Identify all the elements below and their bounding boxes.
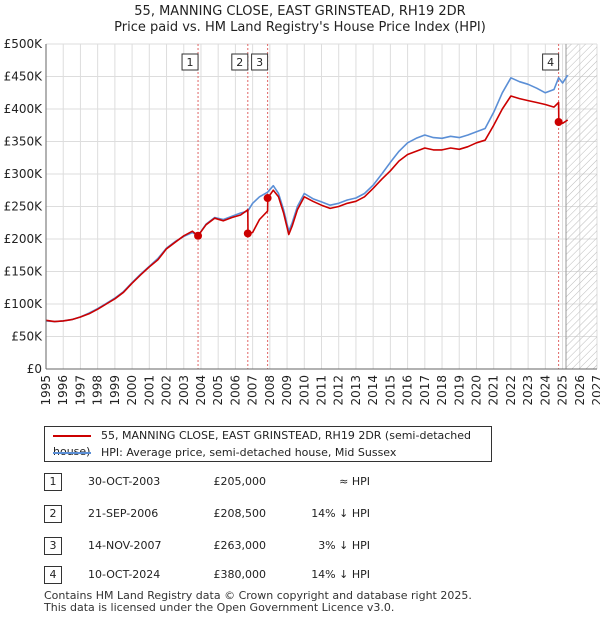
transaction-badge: 4 [44,566,62,584]
y-tick-label: £50K [11,330,43,344]
x-tick-label: 1996 [56,375,70,406]
transaction-hpi: 3% ↓ HPI [318,539,370,552]
transaction-label-box [231,53,249,71]
y-tick-label: £350K [4,135,44,149]
x-tick-label: 2018 [435,375,449,406]
y-tick-label: £250K [4,200,44,214]
transaction-price: £380,000 [213,568,267,581]
transaction-hpi: 14% ↓ HPI [311,507,370,520]
x-tick-label: 2012 [332,375,346,406]
x-tick-label: 2016 [401,375,415,406]
table-row: 3 14-NOV-2007 £263,000 3% ↓ HPI [44,536,474,556]
transaction-point [263,194,272,203]
footer-copyright: Contains HM Land Registry data © Crown c… [44,589,472,602]
transaction-date: 21-SEP-2006 [88,507,159,520]
y-tick-label: £300K [4,167,44,181]
x-tick-label: 2022 [504,375,518,406]
legend-label-hpi: HPI: Average price, semi-detached house,… [101,446,397,459]
transaction-point [243,229,252,238]
x-tick-label: 2014 [366,375,380,406]
price-chart: 1 2 3 4 £0 £50K £100K £150K £200K £250K £300K £350K… [4,37,600,406]
x-tick-label: 2021 [487,375,501,406]
transaction-label: 4 [547,56,554,69]
x-tick-label: 2020 [469,375,483,406]
transaction-price: £208,500 [213,507,267,520]
x-tick-label: 2003 [177,375,191,406]
y-tick-label: £450K [4,70,44,84]
x-tick-label: 1997 [73,375,87,406]
transaction-label: 1 [187,56,194,69]
transaction-label-box [251,53,269,71]
x-tick-label: 2027 [590,375,600,406]
x-tick-label: 2017 [418,375,432,406]
x-tick-label: 2000 [125,375,139,406]
footer-license: This data is licensed under the Open Gov… [44,601,395,614]
x-tick-label: 1998 [91,375,105,406]
x-tick-label: 2023 [521,375,535,406]
x-tick-label: 1995 [39,375,53,406]
transaction-date: 30-OCT-2003 [88,475,161,488]
x-tick-label: 2026 [573,375,587,406]
y-tick-label: £400K [4,102,44,116]
x-tick-label: 2008 [263,375,277,406]
transaction-label-box [181,53,199,71]
y-tick-label: £150K [4,265,44,279]
transaction-label-box [542,53,560,71]
x-tick-label: 2015 [383,375,397,406]
chart-subtitle: Price paid vs. HM Land Registry's House … [114,20,486,35]
x-tick-label: 2010 [297,375,311,406]
x-tick-label: 2002 [160,375,174,406]
transaction-price: £263,000 [213,539,267,552]
transaction-hpi: ≈ HPI [339,475,370,488]
x-tick-label: 2005 [211,375,225,406]
x-tick-label: 2011 [315,375,329,406]
chart-title: 55, MANNING CLOSE, EAST GRINSTEAD, RH19 … [134,4,466,19]
x-tick-label: 2001 [142,375,156,406]
legend-label-property: 55, MANNING CLOSE, EAST GRINSTEAD, RH19 … [53,429,472,458]
transaction-hpi: 14% ↓ HPI [311,568,370,581]
transaction-date: 10-OCT-2024 [88,568,161,581]
transaction-date: 14-NOV-2007 [88,539,162,552]
legend-item-property: 55, MANNING CLOSE, EAST GRINSTEAD, RH19 … [53,428,491,458]
transaction-badge: 2 [44,505,62,523]
legend-swatch-property [53,435,91,437]
x-tick-label: 1999 [108,375,122,406]
legend: 55, MANNING CLOSE, EAST GRINSTEAD, RH19 … [44,426,492,462]
x-tick-label: 2006 [228,375,242,406]
forecast-hatch [566,44,597,369]
x-tick-label: 2007 [246,375,260,406]
transaction-point [554,118,563,126]
transaction-badge: 3 [44,537,62,555]
y-tick-label: £500K [4,37,44,51]
transaction-point [194,231,203,240]
transaction-label: 2 [236,56,243,69]
x-tick-label: 2004 [194,375,208,406]
table-row: 2 21-SEP-2006 £208,500 14% ↓ HPI [44,504,474,524]
transaction-badge: 1 [44,473,62,491]
table-row: 4 10-OCT-2024 £380,000 14% ↓ HPI [44,565,474,585]
x-tick-label: 2019 [452,375,466,406]
x-tick-label: 2025 [556,375,570,406]
legend-item-hpi: HPI: Average price, semi-detached house,… [53,445,396,461]
transaction-price: £205,000 [213,475,267,488]
transaction-label: 3 [256,56,263,69]
property-price-line [45,95,569,323]
x-tick-label: 2024 [538,375,552,406]
y-tick-label: £0 [27,362,42,376]
x-tick-label: 2009 [280,375,294,406]
x-tick-label: 2013 [349,375,363,406]
y-tick-label: £200K [4,232,44,246]
legend-swatch-hpi [53,452,91,454]
table-row: 1 30-OCT-2003 £205,000 ≈ HPI [44,472,474,492]
y-tick-label: £100K [4,297,44,311]
